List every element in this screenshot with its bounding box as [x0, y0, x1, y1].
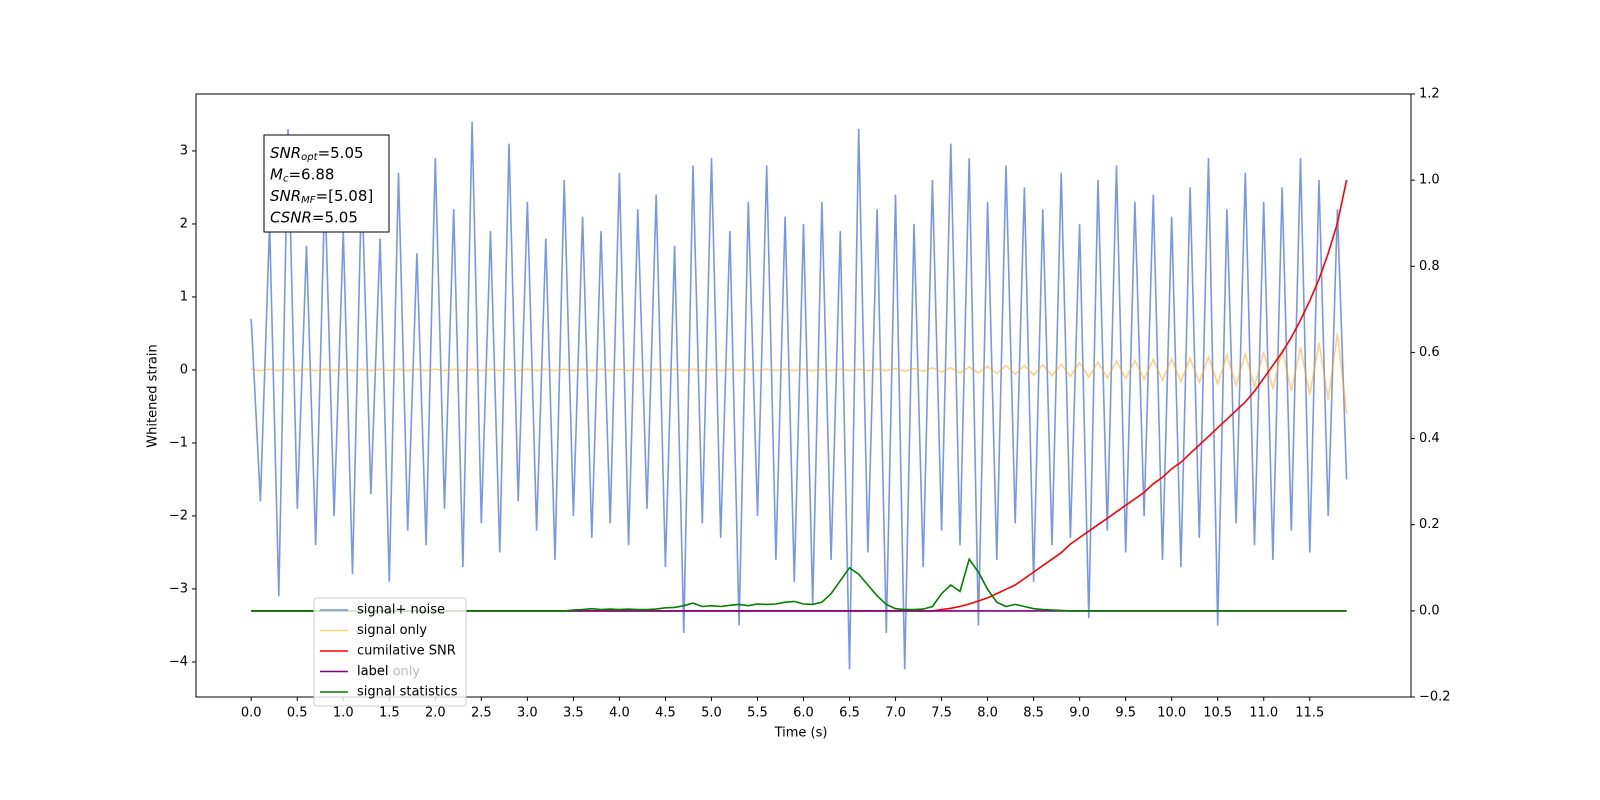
x-tick-label: 11.5	[1295, 706, 1324, 721]
legend-box	[313, 597, 467, 707]
annotation-text: =5.05	[318, 144, 364, 162]
x-tick-label: 1.0	[333, 706, 354, 721]
x-tick-label: 5.0	[701, 706, 722, 721]
y2-tick-label: −0.2	[1419, 690, 1451, 705]
x-tick-label: 4.5	[655, 706, 676, 721]
axes-frame	[195, 93, 1412, 698]
y-axis-label: Whitened strain	[146, 344, 161, 447]
x-tick-label: 2.0	[425, 706, 446, 721]
annotation-text: =5.05	[312, 208, 358, 226]
annotation-name: CSNR	[270, 208, 312, 226]
y2-tick-label: 0.8	[1419, 259, 1440, 274]
x-tick-label: 0.5	[287, 706, 308, 721]
y2-tick-label: 1.0	[1419, 173, 1440, 188]
annotation-name: SNR	[270, 187, 301, 205]
annotation-text: =[5.08]	[316, 187, 374, 205]
annotation-sub: c	[283, 174, 289, 185]
x-tick-label: 9.5	[1115, 706, 1136, 721]
y-tick-label: 0	[180, 362, 188, 377]
y2-tick-label: 0.2	[1419, 517, 1440, 532]
annotation-line: Mc=6.88	[270, 165, 334, 185]
y-tick-label: −3	[169, 581, 188, 596]
x-tick-label: 2.5	[471, 706, 492, 721]
y2-tick-label: 0.4	[1419, 431, 1440, 446]
y-tick-label: −4	[169, 654, 188, 669]
annotation-name: SNR	[270, 144, 301, 162]
x-tick-label: 6.5	[839, 706, 860, 721]
x-tick-label: 1.5	[379, 706, 400, 721]
x-tick-label: 6.0	[793, 706, 814, 721]
x-tick-label: 8.0	[977, 706, 998, 721]
y-tick-label: 3	[180, 143, 188, 158]
y-tick-label: 2	[180, 216, 188, 231]
annotation-line: CSNR=5.05	[270, 208, 358, 226]
annotation-line: SNRopt=5.05	[270, 144, 364, 164]
series-line	[251, 333, 1348, 414]
annotation-sub: opt	[301, 152, 318, 163]
x-tick-label: 3.0	[517, 706, 538, 721]
x-tick-label: 10.5	[1203, 706, 1232, 721]
y2-tick-label: 1.2	[1419, 87, 1440, 102]
annotation-name: M	[270, 165, 283, 183]
ghost-label: label only	[357, 665, 420, 680]
series-line	[250, 121, 1348, 670]
x-tick-label: 0.0	[241, 706, 262, 721]
y2-tick-label: 0.0	[1419, 603, 1440, 618]
y2-tick-label: 0.6	[1419, 345, 1440, 360]
x-tick-label: 3.5	[563, 706, 584, 721]
y-tick-label: 1	[180, 289, 188, 304]
x-tick-label: 4.0	[609, 706, 630, 721]
annotation-sub: MF	[301, 195, 316, 206]
legend-label: label	[357, 664, 388, 679]
x-tick-label: 7.5	[931, 706, 952, 721]
x-tick-label: 8.5	[1023, 706, 1044, 721]
x-tick-label: 10.0	[1157, 706, 1186, 721]
annotation-box	[263, 134, 390, 233]
y-tick-label: −2	[169, 508, 188, 523]
legend-label: cumilative SNR	[357, 644, 456, 659]
x-tick-label: 7.0	[885, 706, 906, 721]
annotation-line: SNRMF=[5.08]	[270, 187, 373, 207]
x-tick-label: 5.5	[747, 706, 768, 721]
x-tick-label: 11.0	[1249, 706, 1278, 721]
legend-label: signal+ noise	[357, 603, 445, 618]
legend-label: signal only	[357, 623, 427, 638]
annotation-text: =6.88	[288, 165, 334, 183]
x-tick-label: 9.0	[1069, 706, 1090, 721]
y-tick-label: −1	[169, 435, 188, 450]
x-axis-label: Time (s)	[774, 726, 828, 741]
legend-label: signal statistics	[357, 685, 458, 700]
